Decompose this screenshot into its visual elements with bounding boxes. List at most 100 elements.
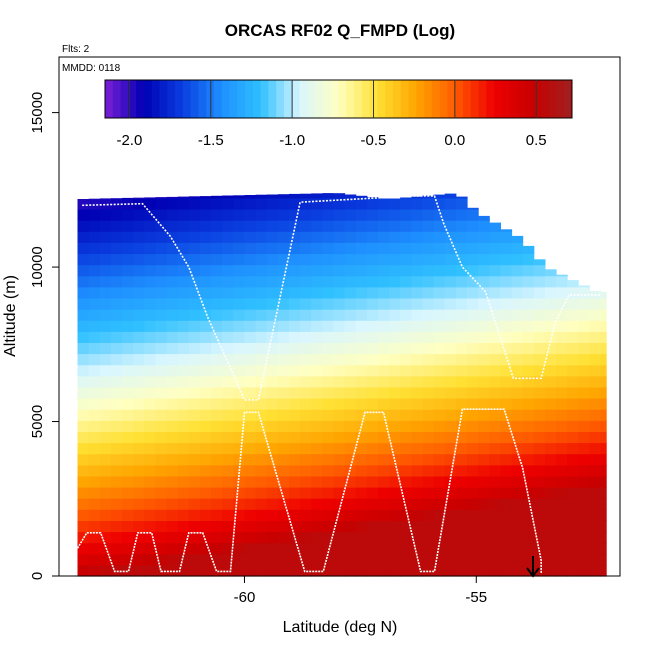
heatmap-cell (255, 220, 268, 232)
heatmap-cell (333, 193, 346, 199)
heatmap-cell (444, 320, 457, 332)
heatmap-cell (233, 353, 245, 366)
heatmap-cell (378, 487, 390, 499)
heatmap-cell (211, 197, 223, 210)
heatmap-cell (344, 553, 357, 566)
heatmap-cell (389, 242, 401, 255)
heatmap-cell (155, 453, 168, 466)
heatmap-cell (389, 209, 401, 221)
heatmap-cell (133, 331, 145, 343)
heatmap-cell (400, 309, 412, 321)
heatmap-cell (211, 298, 223, 310)
colorbar-segment (408, 80, 417, 118)
heatmap-cell (478, 464, 490, 477)
colorbar-segment (252, 80, 262, 118)
heatmap-cell (133, 509, 145, 521)
heatmap-cell (366, 275, 379, 288)
heatmap-cell (500, 420, 513, 432)
heatmap-cell (199, 498, 212, 510)
heatmap-cell (155, 375, 168, 388)
heatmap-cell (233, 231, 245, 243)
heatmap-cell (300, 475, 312, 488)
heatmap-cell (266, 509, 279, 521)
heatmap-cell (589, 342, 602, 355)
heatmap-cell (244, 531, 257, 544)
heatmap-cell (244, 353, 257, 366)
heatmap-cell (444, 331, 457, 343)
heatmap-cell (255, 564, 268, 577)
heatmap-cell (444, 542, 457, 555)
heatmap-cell (444, 398, 457, 410)
heatmap-cell (300, 286, 312, 299)
heatmap-cell (88, 286, 101, 299)
heatmap-cell (355, 553, 368, 566)
heatmap-cell (344, 353, 357, 366)
heatmap-cell (344, 375, 357, 388)
heatmap-cell (255, 275, 268, 288)
heatmap-cell (455, 509, 468, 521)
heatmap-cell (567, 520, 579, 533)
heatmap-cell (188, 342, 201, 355)
heatmap-cell (277, 542, 290, 555)
heatmap-cell (222, 286, 234, 299)
heatmap-cell (500, 398, 513, 410)
heatmap-cell (533, 309, 546, 321)
heatmap-cell (567, 309, 579, 321)
heatmap-cell (511, 298, 524, 310)
heatmap-cell (422, 475, 435, 488)
heatmap-cell (311, 286, 323, 299)
heatmap-cell (489, 475, 501, 488)
flight-track-line (76, 408, 542, 573)
heatmap-cell (333, 242, 346, 255)
heatmap-cell (155, 509, 168, 521)
heatmap-cell (77, 409, 90, 421)
flight-track-line (82, 195, 602, 401)
heatmap-cell (99, 564, 112, 577)
heatmap-cell (500, 431, 513, 444)
heatmap-cell (444, 298, 457, 310)
heatmap-cell (99, 342, 112, 355)
heatmap-cell (144, 464, 156, 477)
colorbar-segment (393, 80, 402, 118)
heatmap-cell (144, 487, 156, 499)
heatmap-cell (133, 520, 145, 533)
heatmap-cell (144, 375, 156, 388)
heatmap-cell (266, 464, 279, 477)
heatmap-cell (233, 498, 245, 510)
heatmap-cell (311, 220, 323, 232)
heatmap-cell (489, 520, 501, 533)
heatmap-cell (155, 275, 168, 288)
heatmap-cell (366, 264, 379, 277)
heatmap-cell (99, 253, 112, 266)
heatmap-cell (255, 320, 268, 332)
heatmap-cell (177, 531, 190, 544)
heatmap-cell (155, 542, 168, 555)
heatmap-cell (322, 298, 334, 310)
heatmap-cell (289, 564, 301, 577)
heatmap-cell (500, 531, 513, 544)
heatmap-cell (144, 320, 156, 332)
heatmap-cell (322, 409, 334, 421)
heatmap-cell (289, 442, 301, 455)
heatmap-cell (144, 264, 156, 277)
heatmap-cell (177, 342, 190, 355)
heatmap-cell (144, 231, 156, 243)
end-arrow-icon (526, 556, 540, 578)
heatmap-cell (444, 342, 457, 355)
heatmap-cell (211, 442, 223, 455)
heatmap-cell (122, 220, 134, 232)
heatmap-cell (366, 409, 379, 421)
heatmap-cell (255, 464, 268, 477)
heatmap-cell (133, 286, 145, 299)
heatmap-cell (177, 431, 190, 444)
heatmap-cell (177, 398, 190, 410)
heatmap-cell (422, 409, 435, 421)
heatmap-cell (322, 487, 334, 499)
heatmap-cell (211, 209, 223, 221)
heatmap-cell (188, 253, 201, 266)
heatmap-cell (378, 386, 390, 399)
heatmap-cell (522, 487, 535, 499)
heatmap-cell (511, 487, 524, 499)
heatmap-cell (110, 231, 123, 243)
heatmap-cell (166, 386, 179, 399)
